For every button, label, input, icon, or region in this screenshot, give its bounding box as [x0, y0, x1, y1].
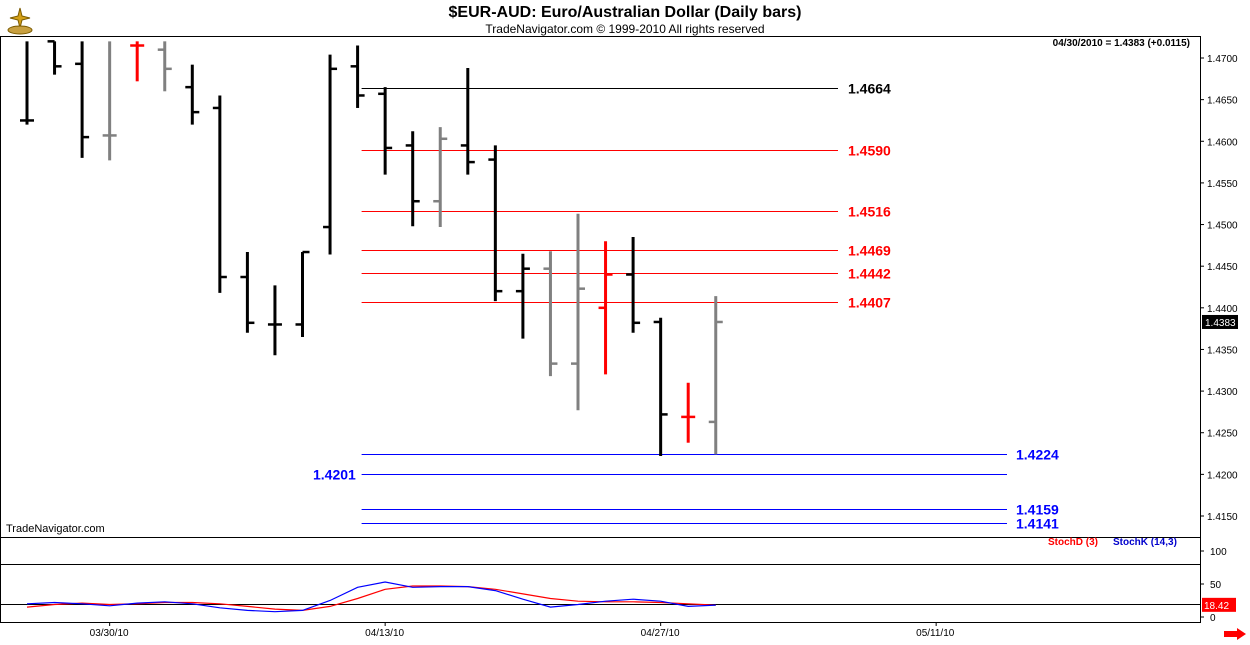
- price-tick-label: 1.4250: [1207, 429, 1238, 440]
- level-label: 1.4407: [848, 295, 891, 311]
- ohlc-bar: [157, 41, 172, 92]
- ohlc-bar: [350, 45, 365, 108]
- stochk-legend: StochK (14,3): [1113, 537, 1177, 548]
- level-label: 1.4224: [1016, 447, 1059, 463]
- trade-navigator-logo-icon: [4, 6, 36, 36]
- price-tick-label: 1.4500: [1207, 221, 1238, 232]
- ohlc-bar: [102, 41, 117, 161]
- price-readout: 04/30/2010 = 1.4383 (+0.0115): [1052, 38, 1190, 49]
- stoch-last-tag-box: [1202, 597, 1236, 612]
- ohlc-bar: [378, 87, 393, 175]
- level-label: 1.4141: [1016, 516, 1059, 532]
- ohlc-bar: [185, 64, 200, 125]
- ohlc-bar: [240, 252, 255, 333]
- price-tick-label: 1.4350: [1207, 345, 1238, 356]
- last-price-tag: 1.4383: [1205, 318, 1236, 329]
- stoch-tick-label: 0: [1210, 613, 1216, 624]
- stochd-legend: StochD (3): [1048, 537, 1098, 548]
- price-tick-label: 1.4650: [1207, 96, 1238, 107]
- ohlc-bar: [323, 54, 338, 255]
- ohlc-bar: [488, 145, 503, 302]
- price-tick-label: 1.4400: [1207, 304, 1238, 315]
- level-label: 1.4201: [313, 467, 356, 483]
- level-label: 1.4664: [848, 81, 891, 97]
- ohlc-bar: [212, 95, 227, 293]
- level-label: 1.4516: [848, 204, 891, 220]
- price-tick-label: 1.4600: [1207, 137, 1238, 148]
- price-tick-label: 1.4700: [1207, 54, 1238, 65]
- stoch-tick-label: 50: [1210, 580, 1222, 591]
- ohlc-bar: [543, 251, 558, 377]
- ohlc-bar: [267, 285, 282, 356]
- chart-title: $EUR-AUD: Euro/Australian Dollar (Daily …: [448, 4, 802, 21]
- price-tick-label: 1.4150: [1207, 512, 1238, 523]
- ohlc-bar: [515, 253, 530, 339]
- stoch-series-line: [26, 585, 716, 612]
- ohlc-bar: [433, 127, 448, 228]
- stoch-series-line: [26, 581, 716, 613]
- watermark-text: TradeNavigator.com: [6, 523, 105, 535]
- stoch-tick-label: 100: [1210, 547, 1227, 558]
- ohlc-bar: [130, 41, 145, 82]
- stoch-last-tag: 18.42: [1204, 601, 1229, 612]
- level-label: 1.4159: [1016, 502, 1059, 518]
- ohlc-bar: [460, 67, 475, 175]
- date-label: 04/13/10: [365, 628, 404, 639]
- ohlc-bar: [405, 131, 420, 227]
- ohlc-bar: [295, 250, 310, 337]
- ohlc-bar: [653, 317, 668, 457]
- date-label: 05/11/10: [916, 628, 955, 639]
- price-tick-label: 1.4550: [1207, 179, 1238, 190]
- last-price-tag-box: [1202, 314, 1238, 329]
- ohlc-bar: [598, 241, 613, 375]
- ohlc-bar: [708, 296, 723, 455]
- ohlc-bar: [47, 40, 62, 75]
- price-tick-label: 1.4450: [1207, 262, 1238, 273]
- level-label: 1.4442: [848, 266, 891, 282]
- stochastic-plot-frame: [0, 537, 1201, 623]
- level-label: 1.4590: [848, 143, 891, 159]
- chart-subtitle: TradeNavigator.com © 1999-2010 All right…: [485, 22, 765, 36]
- date-label: 03/30/10: [90, 628, 129, 639]
- ohlc-bar: [75, 41, 90, 158]
- ohlc-bar: [626, 237, 641, 333]
- ohlc-bar: [20, 41, 34, 125]
- ohlc-bar: [681, 382, 696, 443]
- date-label: 04/27/10: [641, 628, 680, 639]
- scroll-right-arrow-icon[interactable]: [1224, 627, 1246, 640]
- price-tick-label: 1.4300: [1207, 387, 1238, 398]
- price-tick-label: 1.4200: [1207, 470, 1238, 481]
- level-label: 1.4469: [848, 243, 891, 259]
- ohlc-bar: [571, 213, 585, 411]
